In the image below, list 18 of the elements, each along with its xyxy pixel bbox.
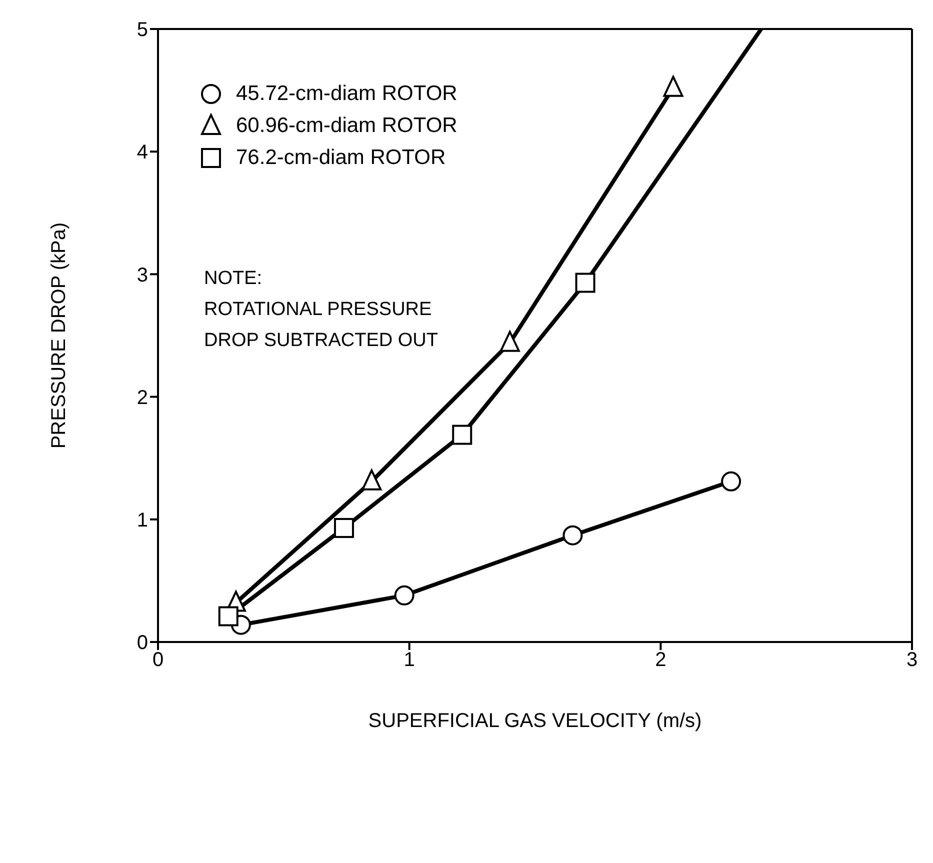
y-axis-title: PRESSURE DROP (kPa) <box>48 222 70 449</box>
annotation: DROP SUBTRACTED OUT <box>204 329 438 353</box>
annotation: NOTE: <box>204 267 264 291</box>
legend-label: 76.2-cm-diam ROTOR <box>236 146 446 170</box>
x-axis-title: SUPERFICIAL GAS VELOCITY (m/s) <box>368 710 702 732</box>
x-tick-label: 3 <box>906 649 918 672</box>
x-tick-label: 1 <box>404 649 415 672</box>
legend-label: 60.96-cm-diam ROTOR <box>236 114 458 138</box>
x-tick-label: 0 <box>152 649 164 672</box>
y-tick-label: 1 <box>136 510 148 532</box>
y-tick-label: 3 <box>136 264 148 286</box>
x-tick-label: 2 <box>655 649 666 672</box>
annotation: ROTATIONAL PRESSURE <box>204 298 433 322</box>
y-tick-label: 2 <box>136 386 148 409</box>
y-tick-label: 0 <box>136 632 148 654</box>
legend-label: 45.72-cm-diam ROTOR <box>236 82 458 106</box>
y-tick-label: 5 <box>136 19 148 42</box>
y-tick-label: 4 <box>136 142 148 164</box>
